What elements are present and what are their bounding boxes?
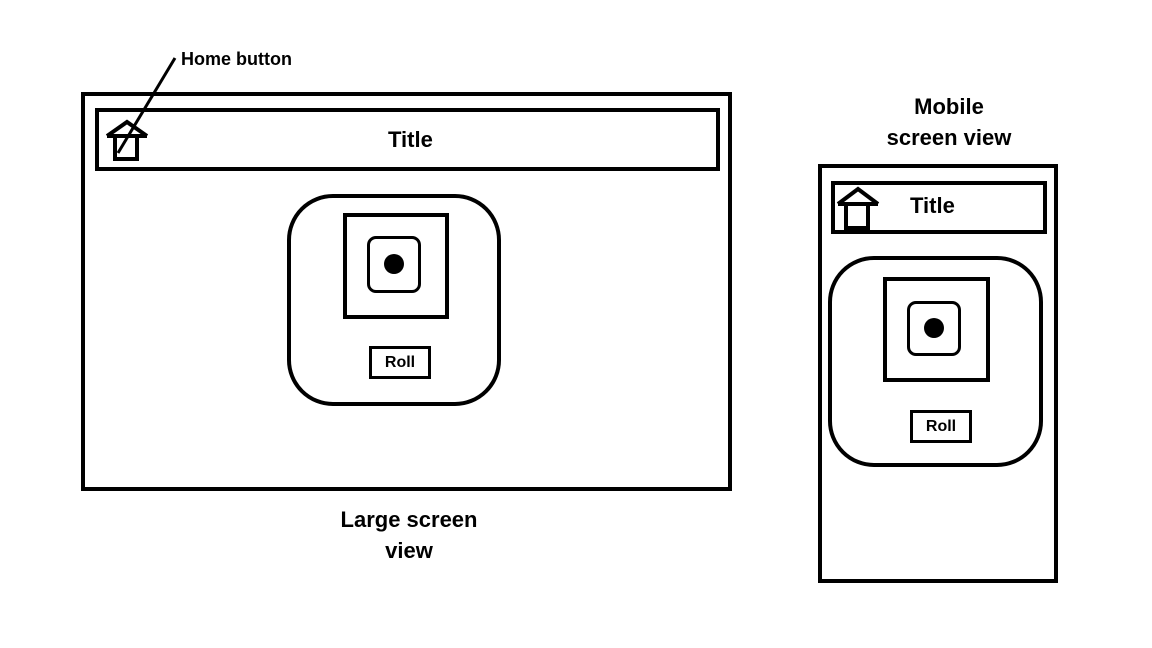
large-page-title: Title bbox=[388, 127, 433, 152]
large-title-bar bbox=[95, 108, 720, 171]
die-pip bbox=[384, 254, 404, 274]
mobile-roll-button[interactable]: Roll bbox=[910, 410, 972, 443]
die-pip bbox=[924, 318, 944, 338]
mobile-home-button[interactable] bbox=[836, 186, 880, 232]
mobile-die-face bbox=[907, 301, 961, 356]
large-die-face bbox=[367, 236, 421, 293]
mobile-die-frame bbox=[883, 277, 990, 382]
large-screen-caption: Large screen view bbox=[340, 507, 478, 563]
mobile-screen-caption: Mobile screen view bbox=[886, 94, 1012, 150]
large-roll-button[interactable]: Roll bbox=[369, 346, 431, 379]
home-icon bbox=[836, 186, 880, 230]
mobile-page-title: Title bbox=[910, 193, 955, 218]
home-button-annotation-label: Home button bbox=[181, 49, 292, 69]
